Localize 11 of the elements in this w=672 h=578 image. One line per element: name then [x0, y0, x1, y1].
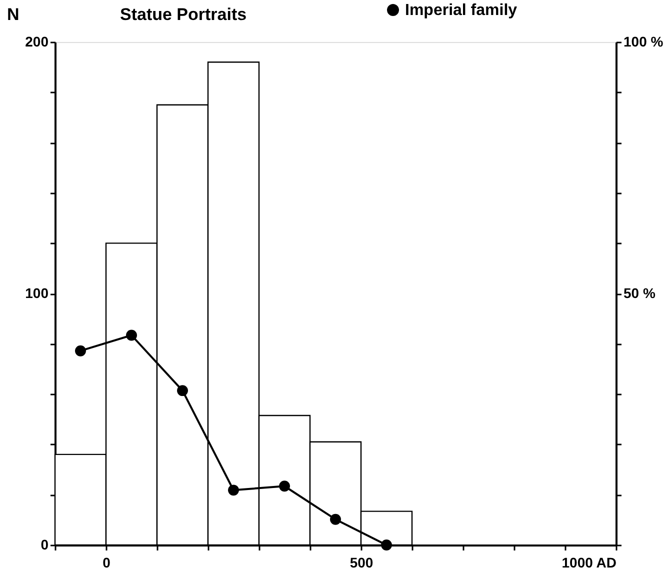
chart-title: Statue Portraits: [120, 5, 247, 24]
x-tick-label: 0: [102, 554, 111, 570]
legend-label: Imperial family: [405, 2, 518, 19]
x-tick-label: 500: [350, 554, 374, 570]
y-tick-label: 0: [40, 536, 49, 552]
y2-tick-label: 50 %: [624, 285, 656, 301]
y-tick-label: 200: [25, 34, 49, 50]
y-axis-title: N: [7, 5, 20, 24]
x-tick-label: 1000 AD: [562, 554, 616, 570]
y-tick-label: 100: [25, 285, 49, 301]
y2-tick-label: 100 %: [624, 34, 664, 50]
